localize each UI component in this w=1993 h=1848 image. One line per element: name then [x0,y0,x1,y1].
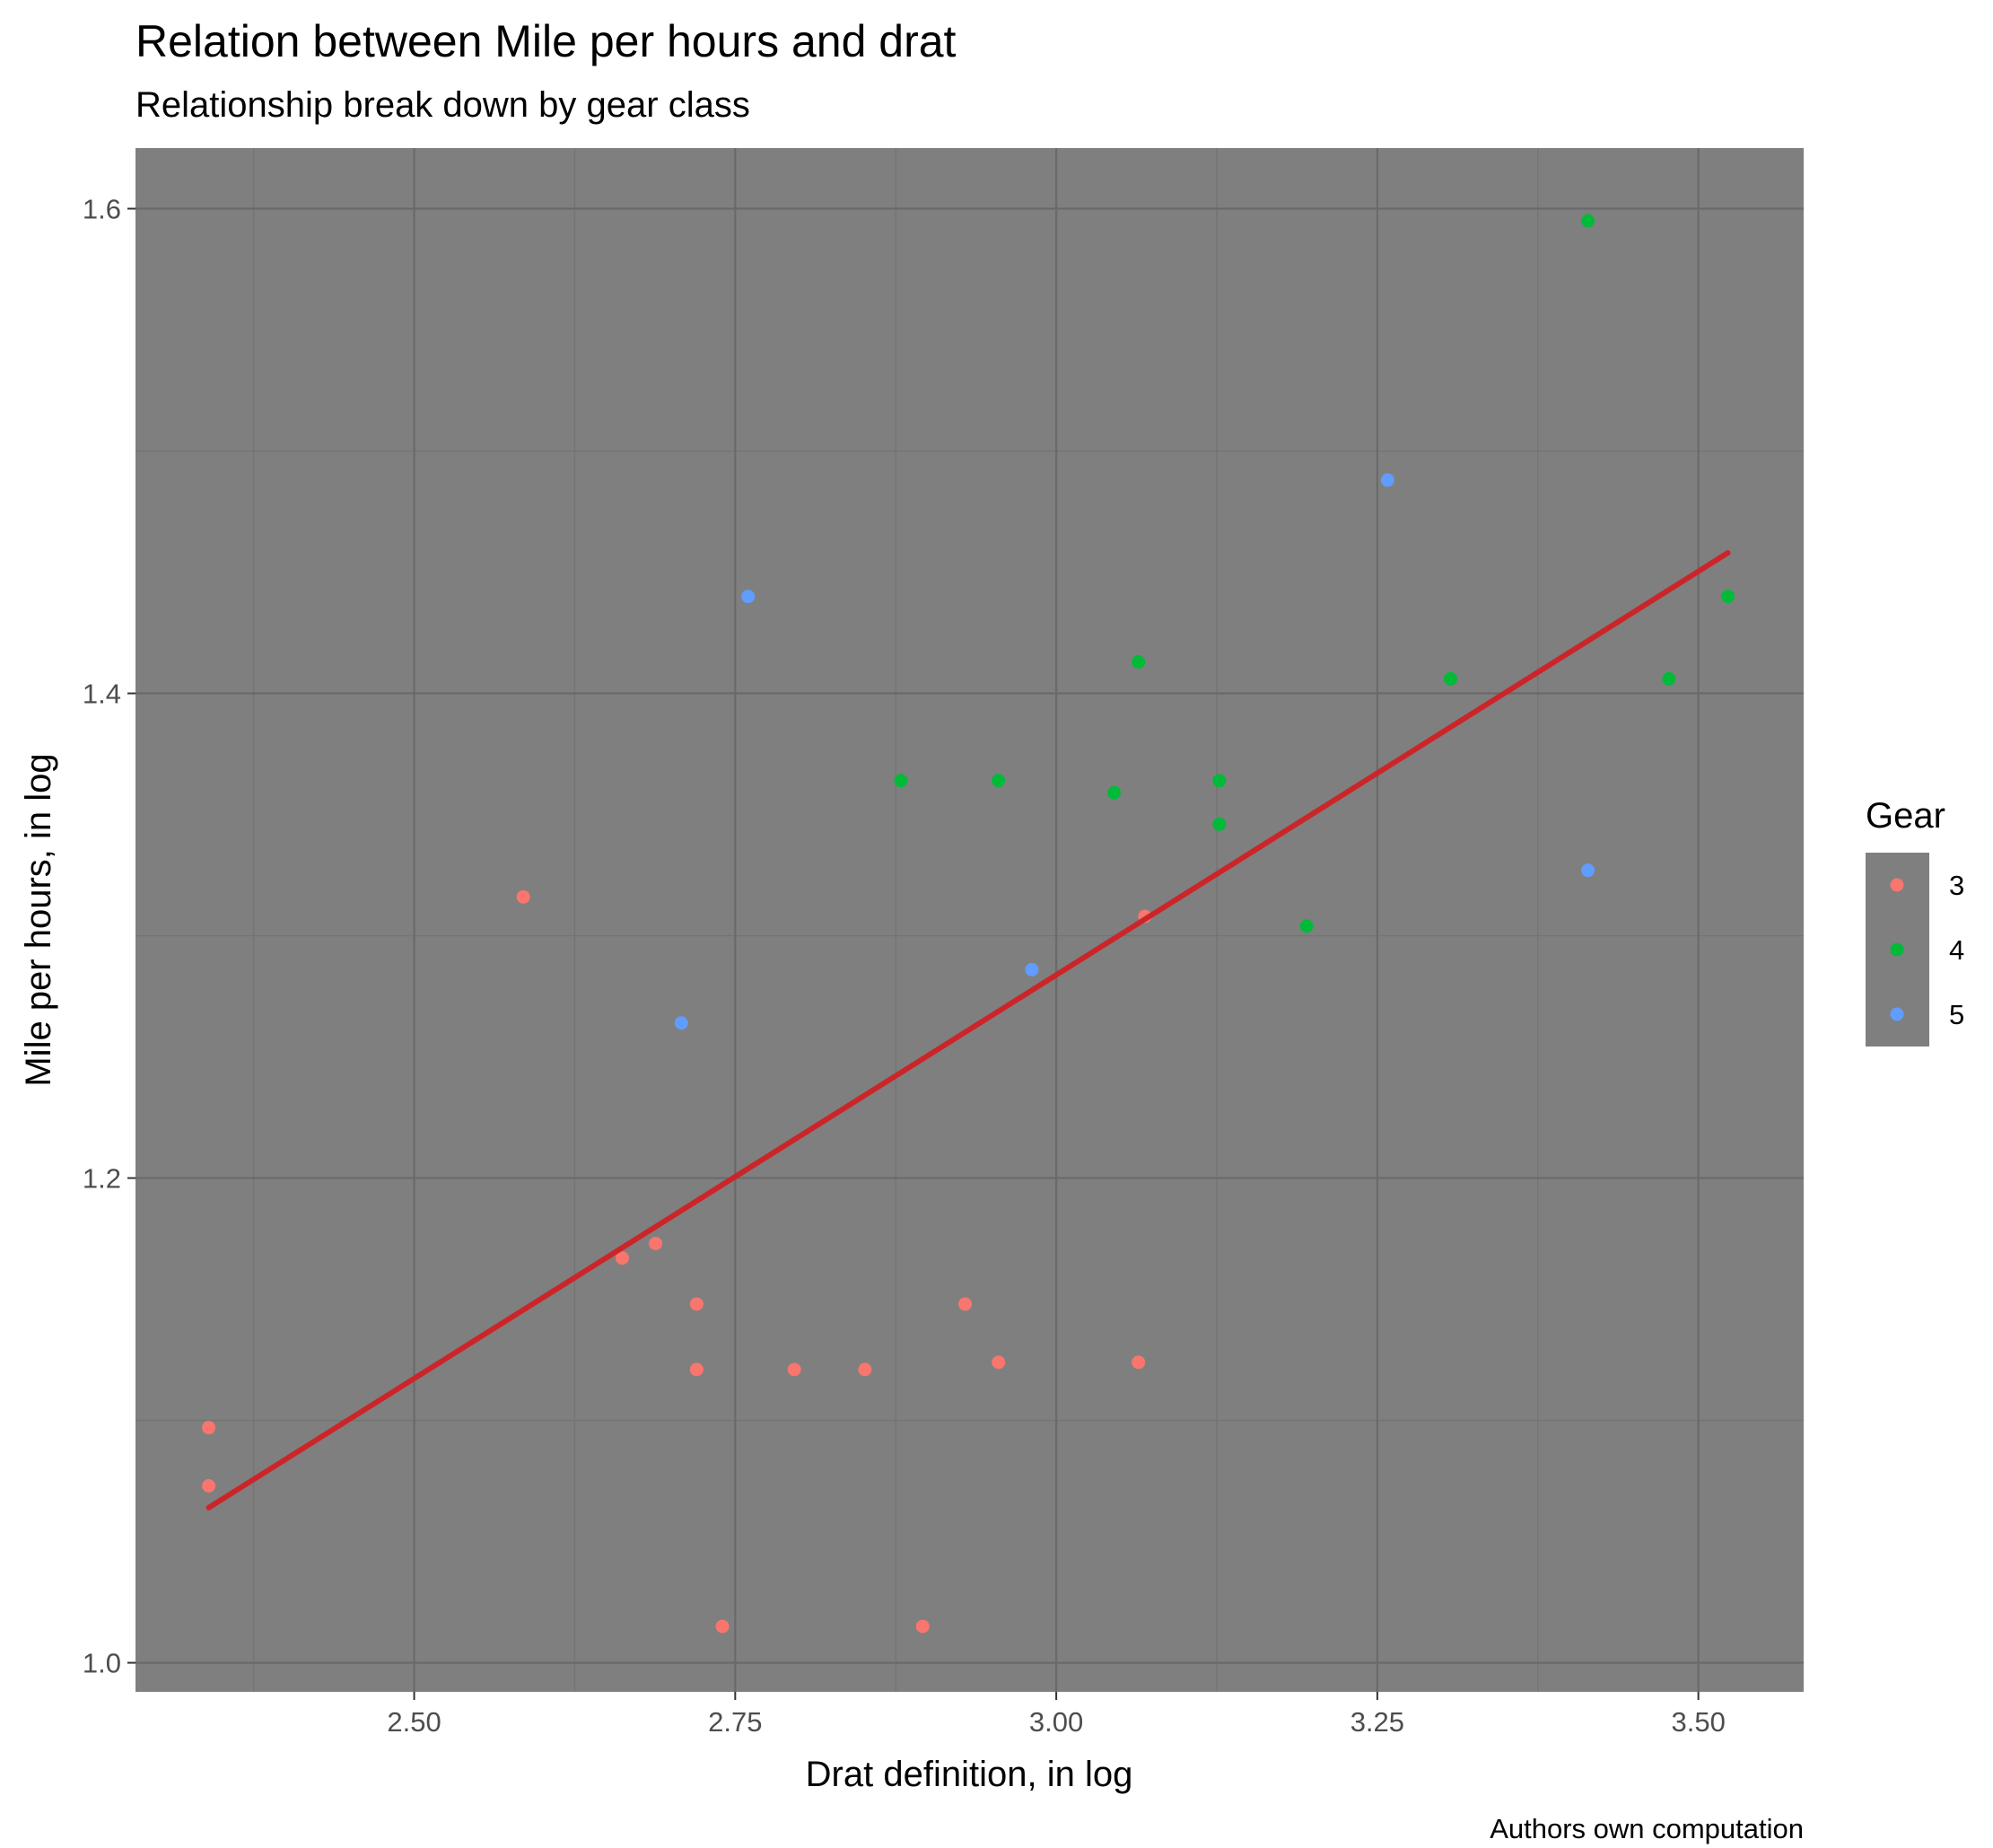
data-point-gear-5 [1380,473,1394,487]
data-point-gear-4 [1662,671,1676,686]
x-tick-label: 3.50 [1671,1706,1725,1738]
x-tick-label: 3.25 [1351,1706,1404,1738]
legend-key-gear-5 [1890,1007,1904,1021]
data-point-gear-4 [1132,654,1146,669]
data-point-gear-5 [1025,962,1039,977]
chart-subtitle: Relationship break down by gear class [135,85,750,125]
x-tick-label: 3.00 [1029,1706,1083,1738]
data-point-gear-3 [615,1251,629,1266]
data-point-gear-4 [1721,590,1735,604]
x-axis-ticks: 2.50 2.75 3.00 3.25 3.50 [387,1692,1726,1738]
x-tick-label: 2.75 [708,1706,762,1738]
legend-label-gear-4: 4 [1949,934,1964,966]
plot-panel [135,148,1804,1692]
legend-key-gear-4 [1890,942,1904,957]
data-point-gear-3 [715,1619,730,1633]
data-point-gear-3 [516,889,530,904]
data-point-gear-3 [202,1478,216,1493]
data-point-gear-3 [858,1362,872,1377]
data-point-gear-3 [787,1362,801,1377]
chart-caption: Authors own computation [1490,1813,1804,1844]
data-point-gear-4 [1443,671,1457,686]
data-point-gear-3 [915,1619,930,1633]
legend-label-gear-3: 3 [1949,870,1964,901]
data-point-gear-4 [1581,214,1595,228]
y-axis-ticks: 1.0 1.2 1.4 1.6 [83,194,135,1679]
y-tick-label: 1.6 [83,194,121,225]
data-point-gear-4 [1106,785,1121,800]
data-point-gear-4 [1212,817,1227,831]
data-point-gear-3 [689,1297,704,1311]
trend-line [205,549,1731,1511]
y-axis-title: Mile per hours, in log [19,753,58,1086]
y-tick-label: 1.0 [83,1648,121,1679]
legend-title: Gear [1866,796,1945,836]
data-point-gear-5 [741,590,756,604]
data-point-gear-3 [957,1297,972,1311]
data-point-gear-4 [1299,919,1314,933]
legend-key-gear-3 [1890,878,1904,892]
data-points [202,214,1735,1633]
y-tick-label: 1.2 [83,1163,121,1195]
data-point-gear-4 [894,774,908,788]
data-point-gear-3 [202,1421,216,1435]
legend: Gear 3 4 5 [1866,796,1964,1047]
y-tick-label: 1.4 [83,679,121,710]
data-point-gear-3 [649,1236,663,1250]
chart-title: Relation between Mile per hours and drat [135,16,957,66]
legend-label-gear-5: 5 [1949,999,1964,1030]
data-point-gear-3 [689,1362,704,1377]
data-point-gear-5 [1581,863,1595,878]
x-tick-label: 2.50 [387,1706,441,1738]
grid-major [135,148,1804,1692]
data-point-gear-4 [992,774,1006,788]
data-point-gear-3 [992,1355,1006,1370]
data-point-gear-3 [1132,1355,1146,1370]
x-axis-title: Drat definition, in log [806,1755,1133,1794]
data-point-gear-4 [1212,774,1227,788]
data-point-gear-5 [674,1016,688,1030]
